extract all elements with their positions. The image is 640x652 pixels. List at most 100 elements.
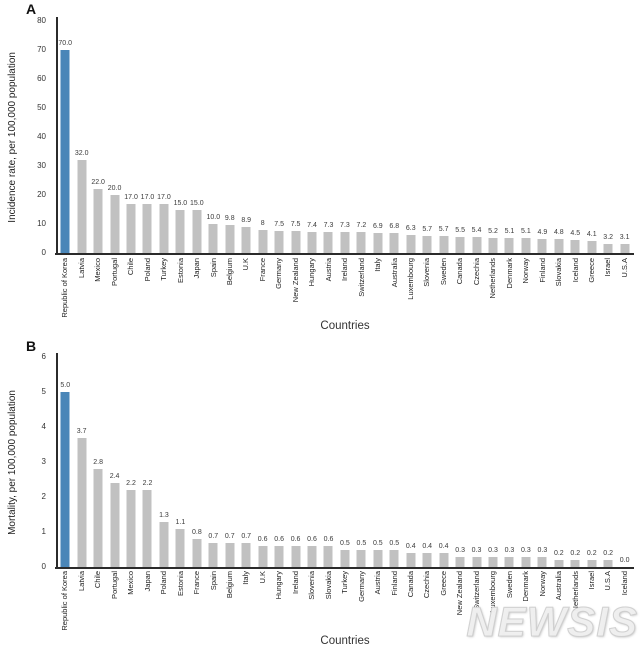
category-label: Poland [142, 258, 152, 282]
bar-value-label: 4.5 [570, 229, 581, 237]
bar-slot: 0.7 [205, 357, 221, 567]
bar [307, 231, 317, 253]
bar [208, 542, 218, 567]
bar-value-label: 0.6 [274, 536, 284, 543]
bar [472, 556, 482, 567]
bar [110, 195, 120, 253]
bar-slot: 0.2 [567, 357, 583, 567]
bar-slot: 6.8 [386, 21, 402, 253]
bar-value-label: 0.2 [603, 550, 614, 557]
bar [77, 437, 87, 567]
y-tick-label: 40 [37, 132, 46, 141]
bar-value-label: 0.5 [372, 539, 383, 547]
bar [570, 560, 580, 567]
bar-slot: 5.0 [57, 357, 73, 567]
bar-value-label: 17.0 [140, 193, 155, 201]
bar-slot: 0.7 [238, 357, 254, 567]
bar [587, 241, 597, 253]
bar-slot: 3.1 [616, 21, 632, 253]
bar-value-label: 0.3 [504, 546, 515, 554]
y-tick-label: 20 [37, 190, 46, 199]
bar-value-label: 0.0 [619, 557, 630, 564]
x-axis-title-a: Countries [320, 320, 370, 332]
category-label: Finland [389, 571, 399, 596]
bar [77, 160, 87, 253]
bar-value-label: 5.0 [60, 382, 71, 389]
category-label: Republic of Korea [60, 258, 70, 318]
bar-value-label: 1.3 [159, 511, 169, 519]
bar-value-label: 0.7 [208, 532, 219, 540]
category-label: Italy [241, 571, 251, 585]
bar-value-label: 2.2 [142, 480, 153, 487]
bar [93, 189, 103, 253]
bar-slot: 0.4 [435, 357, 451, 567]
bar-value-label: 32.0 [74, 150, 89, 158]
category-label: Czechia [471, 258, 481, 286]
bar-slot: 8 [254, 21, 270, 253]
bar-value-label: 0.3 [488, 546, 498, 554]
category-label: U.K [257, 571, 267, 584]
bar [554, 239, 564, 253]
bar-slot: 7.2 [353, 21, 369, 253]
bar-value-label: 4.8 [553, 229, 564, 237]
bar-slot: 17.0 [123, 21, 139, 253]
category-label: Chile [126, 258, 136, 276]
category-label: Belgium [225, 258, 234, 286]
y-tick-label: 6 [41, 352, 46, 361]
category-label: Germany [356, 571, 366, 602]
bar [110, 483, 120, 567]
bar [537, 556, 547, 567]
bar [142, 490, 152, 567]
bar-slot: 7.3 [337, 21, 353, 253]
bar [258, 229, 268, 253]
bar-slot: 17.0 [139, 21, 155, 253]
bar [323, 231, 333, 253]
bar-slot: 2.2 [123, 357, 139, 567]
bar [472, 237, 482, 253]
bar-slot: 0.3 [468, 357, 484, 567]
category-label: Republic of Korea [60, 571, 70, 631]
bar-slot: 7.3 [320, 21, 336, 253]
bar-slot: 0.8 [189, 357, 205, 567]
bar-value-label: 2.8 [93, 459, 103, 466]
bar-slot: 15.0 [172, 21, 188, 253]
category-label: Czechia [422, 571, 432, 599]
bar-value-label: 7.5 [274, 221, 284, 229]
bar-value-label: 17.0 [124, 193, 138, 201]
plot-area-b: 5.0 3.7 2.8 2.4 2.2 2.2 1.3 1.1 0.8 0.7 0.7 0.7 0.6 0… [57, 357, 633, 567]
bar [521, 556, 531, 567]
category-label: Israel [603, 258, 613, 277]
bar [373, 549, 383, 567]
category-label: Poland [159, 571, 169, 595]
bar-slot: 22.0 [90, 21, 106, 253]
bar [356, 232, 366, 253]
category-label: Netherlands [488, 258, 498, 299]
bar-value-label: 7.3 [340, 221, 350, 229]
bar-slot: 5.7 [419, 21, 435, 253]
bar-value-label: 3.2 [603, 233, 614, 241]
category-label: Japan [142, 571, 152, 592]
category-label: Austria [373, 571, 383, 595]
category-label: Slovenia [307, 571, 317, 600]
bar-value-label: 6.8 [389, 223, 400, 231]
bar-slot: 0.5 [370, 357, 386, 567]
bar-value-label: 0.5 [356, 539, 367, 547]
bar [126, 490, 136, 567]
bar-slot: 0.2 [584, 357, 600, 567]
bar-slot: 0.6 [320, 357, 336, 567]
bar-value-label: 2.4 [109, 473, 120, 480]
bar [60, 392, 70, 567]
bar [159, 203, 169, 253]
bar-slot: 5.5 [452, 21, 468, 253]
category-label: Norway [521, 258, 531, 284]
category-label: France [257, 258, 267, 282]
x-axis-line-b [55, 567, 634, 569]
bar [488, 237, 498, 253]
x-axis-title-b: Countries [320, 635, 370, 647]
bar-slot: 2.2 [139, 357, 155, 567]
category-label: Portugal [109, 571, 119, 599]
y-tick-label: 5 [41, 387, 46, 396]
bar-slot: 0.6 [254, 357, 270, 567]
bar-slot: 5.7 [435, 21, 451, 253]
